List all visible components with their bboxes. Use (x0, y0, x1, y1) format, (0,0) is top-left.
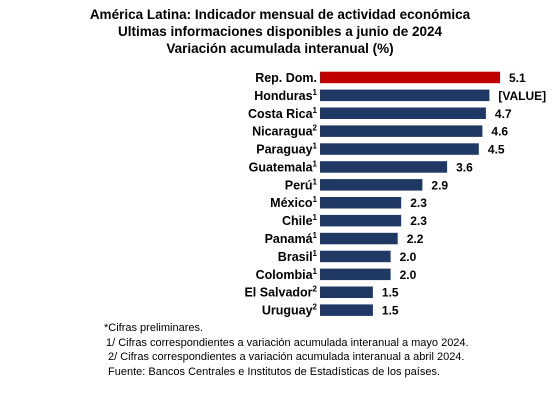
value-label: 2.3 (410, 214, 427, 228)
value-label: 2.3 (410, 196, 427, 210)
category-label: Perú1 (285, 177, 318, 192)
category-label: México1 (270, 195, 317, 210)
value-label: [VALUE] (498, 89, 546, 103)
title-line-2: Ultimas informaciones disponibles a juni… (117, 24, 443, 39)
note-preliminary: *Cifras preliminares. (104, 322, 204, 334)
category-footnote-mark: 2 (313, 303, 318, 312)
category-footnote-mark: 1 (313, 231, 318, 240)
category-label: Nicaragua2 (252, 124, 317, 139)
category-footnote-mark: 1 (313, 159, 318, 168)
category-footnote-mark: 1 (313, 195, 318, 204)
bar (320, 107, 486, 119)
category-label: Panamá1 (265, 231, 318, 246)
category-label: Honduras1 (254, 88, 317, 103)
value-label: 5.1 (509, 71, 526, 85)
bar (320, 71, 500, 84)
bar (320, 214, 402, 227)
category-label: Rep. Dom. (255, 71, 317, 85)
value-label: 2.9 (431, 178, 448, 192)
bar (320, 143, 479, 155)
title-line-3: Variación acumulada interanual (%) (166, 41, 394, 56)
note-footnote-2: 2/ Cifras correspondientes a variación a… (108, 351, 465, 363)
note-source: Fuente: Bancos Centrales e Institutos de… (108, 365, 441, 378)
value-label: 4.5 (488, 143, 505, 157)
value-label: 3.6 (456, 160, 473, 174)
category-label: Costa Rica1 (248, 106, 318, 121)
bar (320, 197, 402, 209)
category-footnote-mark: 1 (313, 177, 318, 186)
value-label: 1.5 (382, 286, 399, 300)
category-label: Uruguay2 (262, 303, 318, 318)
category-footnote-mark: 1 (313, 249, 318, 258)
bar (320, 179, 423, 191)
bar-chart: Rep. Dom. 5.1 Honduras1 [VALUE] Costa Rica1 4… (244, 71, 546, 318)
value-label: 4.7 (495, 107, 512, 121)
category-label: Brasil1 (278, 249, 318, 264)
value-label: 2.0 (400, 250, 417, 264)
category-footnote-mark: 2 (313, 124, 318, 133)
bar (320, 89, 490, 102)
bar (320, 232, 398, 245)
value-label: 2.2 (407, 232, 424, 246)
bar (320, 268, 391, 281)
value-label: 4.6 (491, 125, 508, 139)
category-label: Colombia1 (256, 267, 318, 282)
category-footnote-mark: 1 (313, 267, 318, 276)
category-footnote-mark: 1 (313, 106, 318, 115)
note-footnote-1: 1/ Cifras correspondientes a variación a… (106, 336, 469, 349)
category-footnote-mark: 1 (313, 88, 318, 97)
category-footnote-mark: 2 (313, 285, 318, 294)
category-label: Paraguay1 (256, 142, 317, 157)
chart-notes: *Cifras preliminares. 1/ Cifras correspo… (104, 321, 469, 379)
bar (320, 286, 373, 298)
bar (320, 161, 448, 173)
chart-title: América Latina: Indicador mensual de act… (60, 6, 500, 57)
value-label: 2.0 (400, 268, 417, 282)
category-footnote-mark: 1 (313, 142, 318, 151)
title-line-1: América Latina: Indicador mensual de act… (89, 7, 471, 22)
category-label: Chile1 (282, 213, 318, 228)
bar (320, 250, 391, 263)
category-label: El Salvador2 (244, 285, 317, 300)
value-label: 1.5 (382, 304, 399, 318)
category-footnote-mark: 1 (313, 213, 318, 222)
bar (320, 304, 373, 316)
category-label: Guatemala1 (249, 159, 318, 174)
bar (320, 125, 483, 137)
